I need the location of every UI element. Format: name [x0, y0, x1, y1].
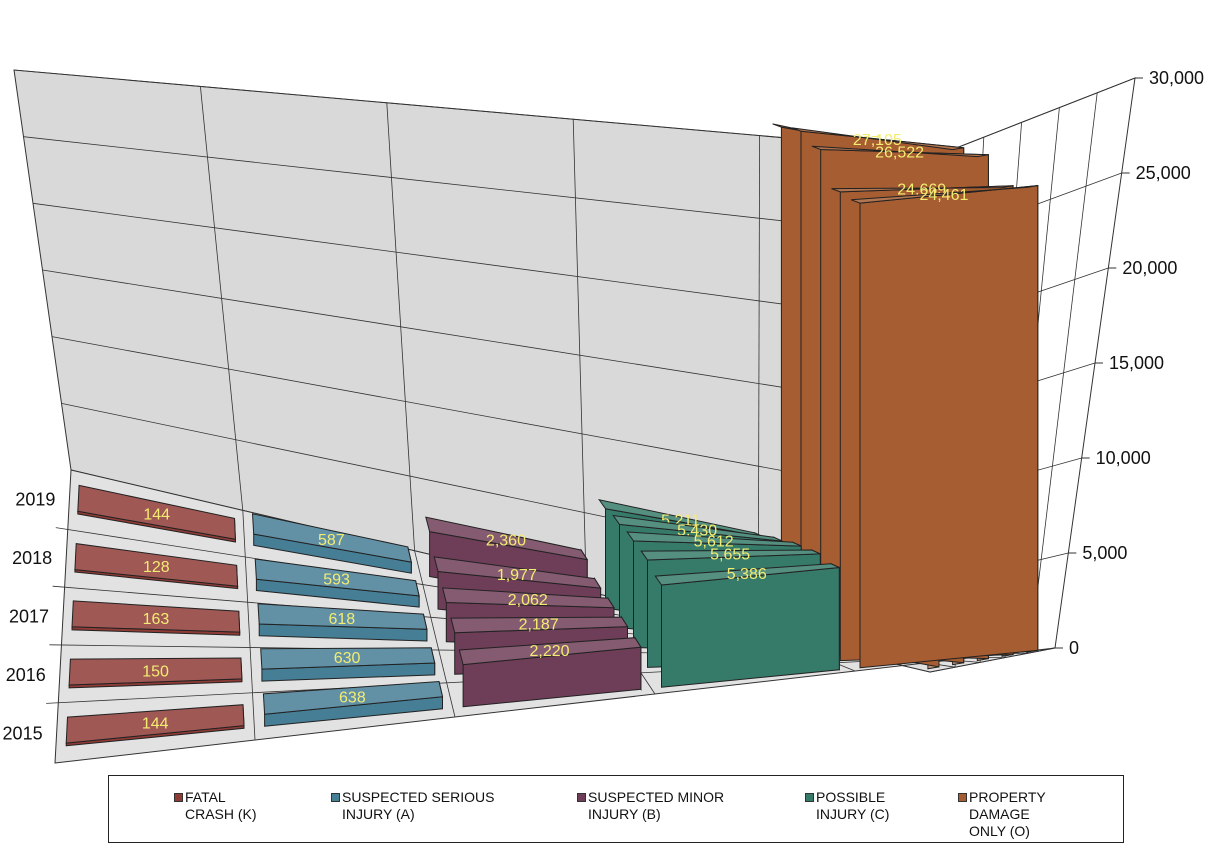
bar-top [68, 657, 243, 686]
data-label: 5,386 [727, 566, 767, 583]
bar-front [661, 566, 840, 688]
bar-front [859, 185, 1039, 669]
z-tick-label: 10,000 [1096, 448, 1151, 468]
z-tick-label: 20,000 [1122, 258, 1177, 278]
legend-swatch [174, 793, 183, 802]
floor-gridline [414, 550, 456, 718]
bar: 630 [260, 647, 436, 682]
bar-top [254, 558, 420, 597]
year-tick-label: 2018 [12, 548, 52, 568]
legend: FATAL CRASH (K) SUSPECTED SERIOUS INJURY … [108, 775, 1124, 843]
bar: 144 [77, 484, 236, 543]
bar-top [792, 127, 964, 151]
data-label: 163 [143, 611, 170, 628]
legend-item: FATAL CRASH (K) [174, 789, 257, 823]
bar-top [831, 185, 1014, 193]
bar-top [74, 543, 239, 587]
legend-label: PROPERTY DAMAGE ONLY (O) [969, 789, 1046, 839]
data-label: 24,461 [919, 187, 968, 204]
year-tick-label: 2015 [3, 724, 43, 744]
data-label: 2,187 [519, 617, 559, 634]
bar-top [71, 600, 241, 633]
data-label: 150 [142, 663, 169, 680]
legend-swatch [958, 793, 967, 802]
bar-top [640, 549, 821, 561]
data-label: 2,360 [486, 533, 526, 550]
bar: 618 [257, 603, 428, 642]
bar-top [654, 563, 842, 586]
bar-top [851, 185, 1038, 204]
bar: 2,220 [458, 635, 642, 708]
z-tick-label: 0 [1069, 638, 1079, 658]
legend-label: FATAL CRASH (K) [185, 789, 257, 822]
legend-swatch [805, 793, 814, 802]
wall-vgridline [386, 102, 415, 551]
legend-swatch [331, 793, 340, 802]
z-tick-label: 25,000 [1136, 163, 1191, 183]
data-label: 2,062 [508, 592, 548, 609]
year-tick-label: 2016 [6, 665, 46, 685]
bar-top [612, 514, 783, 542]
bar: 587 [251, 513, 412, 574]
legend-label: SUSPECTED MINOR INJURY (B) [588, 789, 725, 822]
bar-top [450, 616, 629, 634]
chart-3d-bar: 2015 2016 2017 2018 2019 0 5,000 10,000 15,000 20… [3, 68, 1204, 764]
legend-item: PROPERTY DAMAGE ONLY (O) [958, 789, 1046, 840]
bar: 163 [71, 600, 241, 636]
bar: 5,386 [654, 562, 842, 688]
data-label: 638 [339, 690, 366, 707]
data-label: 618 [328, 611, 355, 628]
data-label: 27,105 [853, 132, 902, 149]
data-label: 128 [143, 559, 170, 576]
bar-top [433, 556, 602, 589]
z-tick-label: 15,000 [1109, 353, 1164, 373]
wall-vgridline [200, 86, 244, 511]
data-label: 5,655 [710, 547, 750, 564]
data-label: 144 [143, 507, 170, 524]
bar: 24,461 [851, 185, 1039, 669]
legend-label: POSSIBLE INJURY (C) [816, 789, 890, 822]
legend-swatch [577, 793, 586, 802]
bar-top [77, 484, 236, 540]
bar: 150 [68, 657, 243, 689]
bar-top [65, 704, 245, 744]
bar: 128 [74, 543, 239, 590]
year-tick-label: 2019 [15, 489, 55, 509]
data-label: 144 [142, 716, 169, 733]
bar-top [598, 499, 764, 538]
z-tick-label: 30,000 [1149, 68, 1204, 88]
data-label: 1,977 [497, 567, 537, 584]
side-gridline [945, 77, 1136, 153]
bar: 144 [65, 704, 245, 747]
data-label: 5,612 [694, 533, 734, 550]
side-vgridline [1029, 92, 1098, 653]
data-label: 630 [334, 650, 361, 667]
bar-top [441, 587, 615, 609]
data-label: 587 [318, 532, 345, 549]
bar-top [260, 647, 436, 670]
bar-top [251, 513, 412, 563]
bar-top [458, 637, 642, 666]
z-tick-label: 5,000 [1082, 543, 1127, 563]
bar-top [811, 145, 989, 158]
data-label: 2,220 [530, 643, 570, 660]
legend-item: SUSPECTED SERIOUS INJURY (A) [331, 789, 494, 823]
wall-vgridline [572, 119, 587, 592]
bar-top [257, 603, 428, 630]
bar-top [425, 516, 589, 561]
data-label: 26,522 [875, 145, 924, 162]
legend-label: SUSPECTED SERIOUS INJURY (A) [342, 789, 495, 822]
data-label: 593 [323, 572, 350, 589]
legend-item: POSSIBLE INJURY (C) [805, 789, 889, 823]
floor-gridline [242, 510, 256, 741]
bar-top [262, 680, 444, 715]
legend-item: SUSPECTED MINOR INJURY (B) [577, 789, 724, 823]
year-tick-label: 2017 [9, 607, 49, 627]
bar: 593 [254, 558, 420, 608]
bar: 638 [262, 680, 444, 727]
bar-top [626, 531, 802, 547]
